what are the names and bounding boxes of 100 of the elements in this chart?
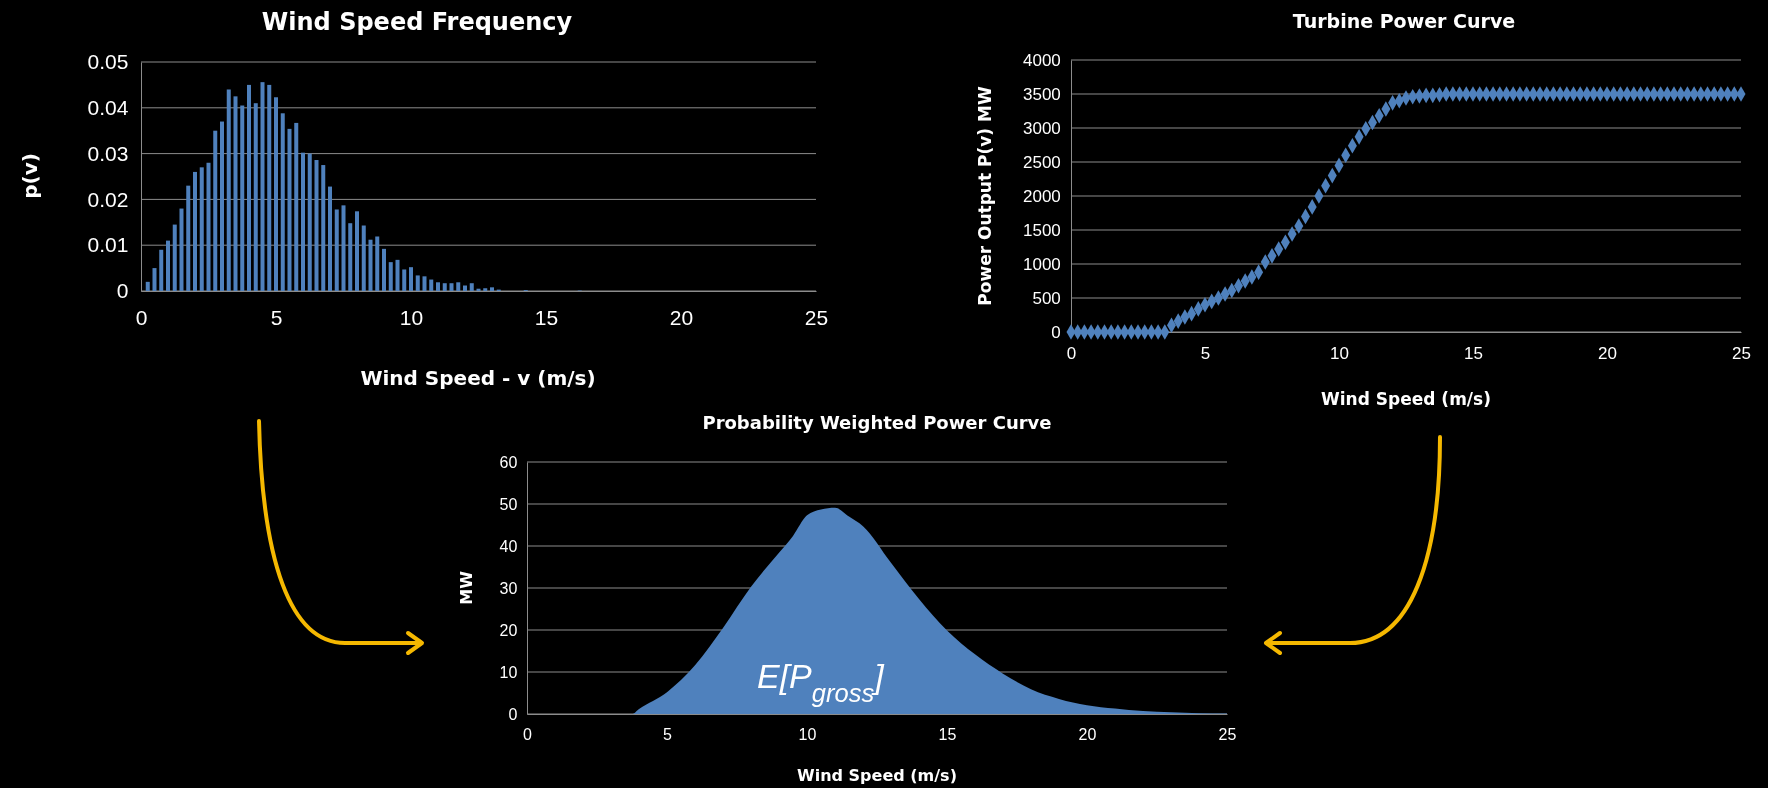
y-tick-label: 0 [1051,322,1061,342]
y-tick-label: 50 [499,495,518,513]
bar [321,165,326,291]
bar [368,239,373,291]
x-tick-label: 25 [804,305,829,329]
bar [334,209,339,291]
bar [159,249,164,291]
bar [260,82,265,291]
chart-title: Turbine Power Curve [1292,10,1516,32]
bar [388,262,393,291]
y-tick-label: 0 [116,279,129,303]
x-tick-label: 0 [523,725,533,743]
y-tick-label: 500 [1032,288,1061,308]
bar [490,287,494,291]
y-tick-label: 4000 [1022,50,1061,70]
y-tick-label: 20 [499,621,518,639]
bar [179,208,184,291]
bar [395,259,400,291]
bar [314,160,319,291]
bar [240,105,245,291]
bar [375,236,380,291]
bar [456,282,461,291]
x-axis-title: Wind Speed (m/s) [797,766,957,785]
bar [193,171,197,291]
x-tick-label: 20 [1078,725,1097,743]
bar [341,205,346,291]
chart-title: Wind Speed Frequency [261,8,573,36]
y-tick-label: 0.01 [87,233,129,257]
bar [280,113,285,291]
x-tick-label: 0 [135,305,148,329]
chart-title: Probability Weighted Power Curve [702,412,1052,433]
bar [145,281,150,291]
annotation: E[P$_{gross}$] [757,657,886,707]
bar [199,167,204,291]
x-axis-title: Wind Speed (m/s) [1321,389,1491,409]
bar [442,283,447,291]
x-axis-title: Wind Speed - v (m/s) [360,366,596,390]
bar [348,223,353,291]
bar [274,97,278,291]
y-tick-label: 2000 [1022,186,1061,206]
bar [483,288,488,291]
bar [226,89,231,291]
bar [247,84,251,291]
bar [409,267,413,291]
bar [186,185,191,291]
x-tick-label: 25 [1218,725,1237,743]
bar [206,162,211,291]
bar [463,285,467,291]
y-tick-label: 0.02 [87,187,129,211]
bar [469,283,474,291]
x-tick-label: 25 [1732,344,1751,364]
x-tick-label: 15 [534,305,559,329]
bar [355,211,359,291]
y-tick-label: 0.03 [87,141,129,165]
y-tick-label: 3500 [1022,84,1061,104]
x-tick-label: 10 [798,725,817,743]
y-tick-label: 1500 [1022,220,1061,240]
bar [294,122,299,291]
bar [253,103,258,291]
bar [422,276,427,291]
y-tick-label: 0.05 [87,50,129,74]
y-axis-title: MW [456,570,476,605]
y-tick-label: 10 [499,663,518,681]
bar [382,248,386,291]
x-tick-label: 15 [1464,344,1483,364]
y-tick-label: 40 [499,537,518,555]
bar [436,282,440,291]
bar [415,275,420,291]
y-tick-label: 60 [499,453,518,471]
x-tick-label: 10 [399,305,424,329]
bar [429,279,434,291]
bar [213,130,218,291]
x-tick-label: 0 [1066,344,1077,364]
bar [328,186,332,291]
y-tick-label: 30 [499,579,518,597]
y-axis-title: p(v) [18,153,42,199]
x-tick-label: 5 [1200,344,1211,364]
x-tick-label: 20 [669,305,694,329]
bar [287,128,292,291]
y-tick-label: 0.04 [87,96,129,120]
bar [172,224,177,291]
bar [361,225,366,291]
bar [233,96,238,291]
bar [402,269,407,291]
x-tick-label: 5 [663,725,673,743]
y-tick-label: 2500 [1022,152,1061,172]
y-tick-label: 0 [508,705,518,723]
x-tick-label: 5 [270,305,283,329]
bar [220,121,224,291]
bar [307,153,312,291]
x-tick-label: 10 [1330,344,1349,364]
y-tick-label: 1000 [1022,254,1061,274]
y-tick-label: 3000 [1022,118,1061,138]
bar [267,84,272,291]
x-tick-label: 15 [938,725,957,743]
bar [166,240,170,291]
bar [449,283,454,291]
bar [152,268,157,291]
y-axis-title: Power Output P(v) MW [975,86,995,306]
bar [301,152,305,291]
